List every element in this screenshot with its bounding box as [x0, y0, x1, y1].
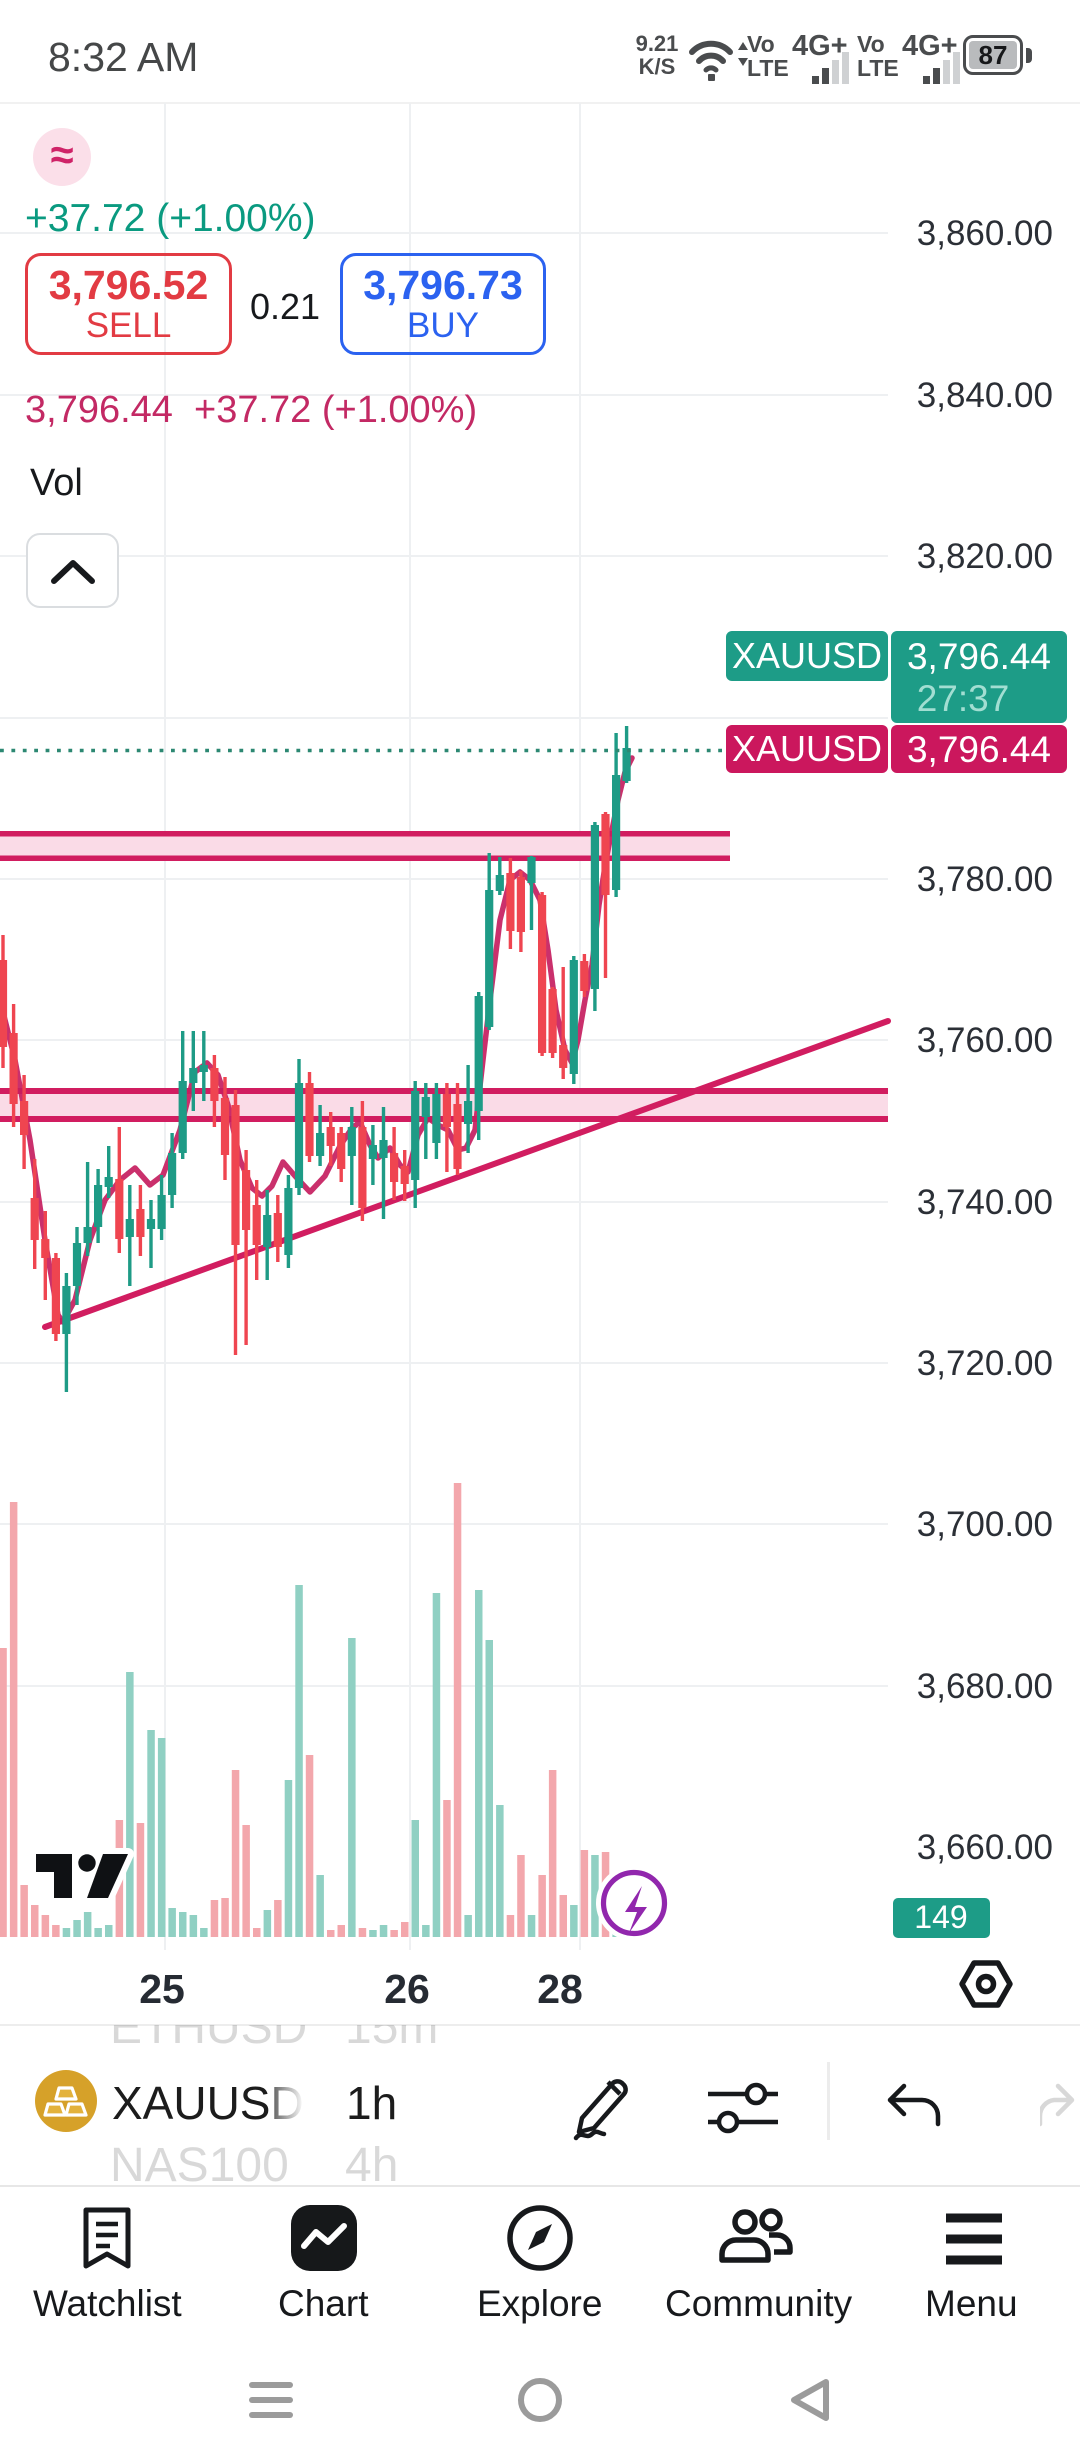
svg-text:3,796.44: 3,796.44 — [907, 636, 1051, 677]
svg-text:3,680.00: 3,680.00 — [917, 1667, 1053, 1706]
svg-text:149: 149 — [914, 1899, 967, 1935]
svg-text:27:37: 27:37 — [917, 678, 1010, 719]
svg-text:3,780.00: 3,780.00 — [917, 860, 1053, 899]
svg-text:26: 26 — [384, 1966, 430, 2012]
svg-text:XAUUSD: XAUUSD — [732, 635, 882, 676]
svg-text:3,860.00: 3,860.00 — [917, 214, 1053, 253]
svg-text:28: 28 — [537, 1966, 583, 2012]
svg-text:3,760.00: 3,760.00 — [917, 1021, 1053, 1060]
svg-text:3,720.00: 3,720.00 — [917, 1344, 1053, 1383]
svg-text:3,660.00: 3,660.00 — [917, 1828, 1053, 1867]
svg-text:3,820.00: 3,820.00 — [917, 537, 1053, 576]
svg-text:3,796.44: 3,796.44 — [907, 729, 1051, 770]
svg-text:XAUUSD: XAUUSD — [732, 728, 882, 769]
svg-text:25: 25 — [139, 1966, 185, 2012]
svg-text:3,840.00: 3,840.00 — [917, 376, 1053, 415]
svg-text:3,700.00: 3,700.00 — [917, 1505, 1053, 1544]
svg-text:3,740.00: 3,740.00 — [917, 1183, 1053, 1222]
